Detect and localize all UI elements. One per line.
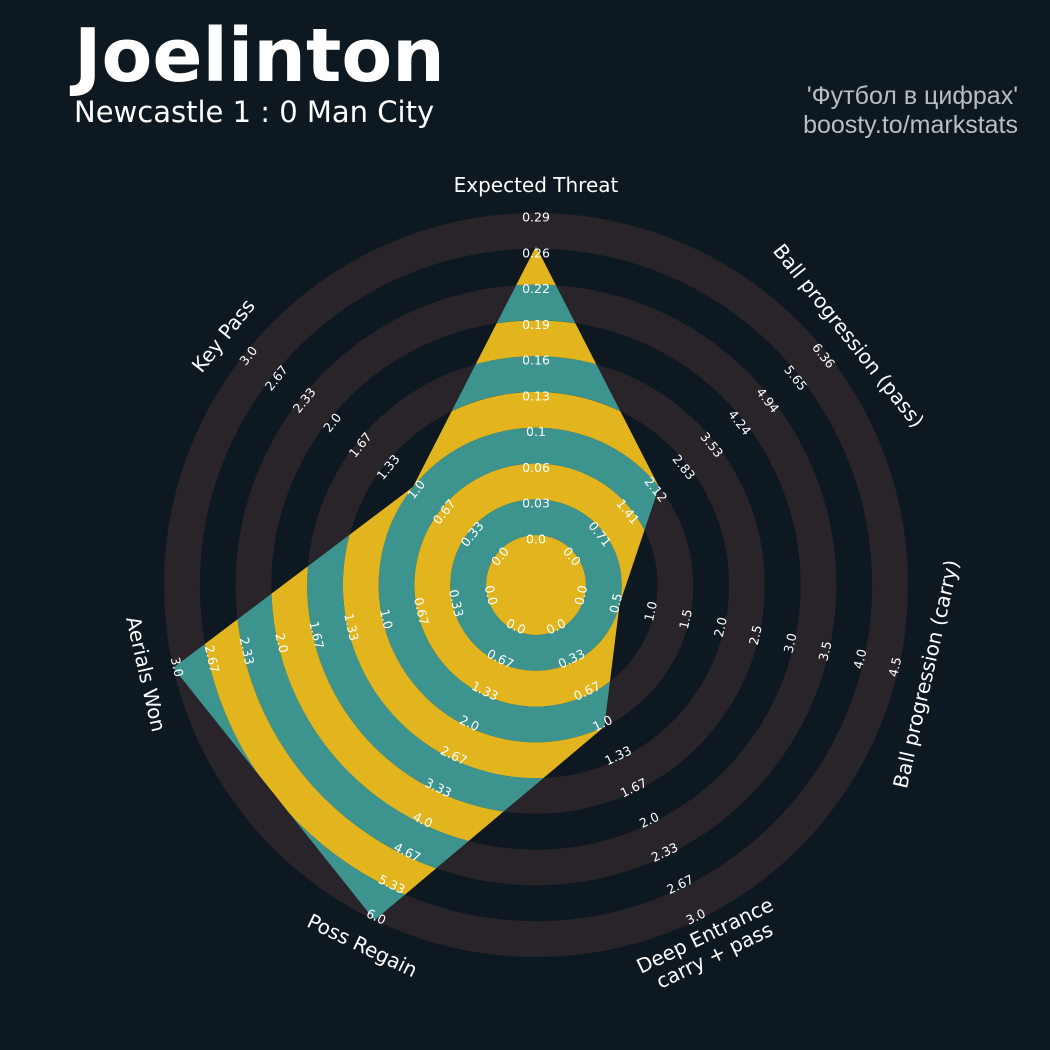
tick-label: 2.0 — [272, 632, 291, 655]
tick-label: 0.0 — [482, 584, 501, 607]
tick-label: 1.0 — [377, 608, 396, 631]
polygon-ring — [414, 463, 658, 707]
axis-label-group: Expected Threat — [454, 173, 619, 197]
tick-label: 2.33 — [237, 636, 258, 666]
tick-label: 0.13 — [522, 388, 550, 403]
tick-label: 3.0 — [168, 656, 187, 679]
player-polygon — [173, 246, 660, 921]
credit-line-2: boosty.to/markstats — [803, 111, 1018, 139]
credit-line-1: 'Футбол в цифрах' — [807, 82, 1018, 110]
axis-label: Expected Threat — [454, 173, 619, 197]
tick-label: 1.5 — [676, 608, 695, 631]
tick-label: 2.0 — [711, 616, 730, 639]
tick-label: 0.19 — [522, 317, 550, 332]
tick-label: 0.29 — [522, 210, 550, 225]
tick-label: 1.33 — [341, 612, 362, 642]
tick-labels: 0.0 0.03 0.06 0.1 0.13 0.16 0.19 0.22 0.26 0.29 0.… — [168, 210, 905, 928]
tick-label: 2.67 — [202, 644, 223, 674]
tick-label: 0.06 — [522, 460, 550, 475]
tick-label: 2.5 — [746, 624, 765, 647]
polygon-ring — [486, 535, 586, 635]
tick-label: 0.5 — [606, 592, 625, 615]
polygon-ring — [450, 499, 622, 671]
tick-label: 0.33 — [446, 588, 467, 618]
tick-label: 3.0 — [781, 632, 800, 655]
match-subtitle: Newcastle 1 : 0 Man City — [74, 95, 434, 129]
tick-label: 0.22 — [522, 281, 550, 296]
tick-label: 0.03 — [522, 496, 550, 511]
tick-label: 3.5 — [815, 640, 834, 663]
tick-label: 0.26 — [522, 245, 550, 260]
tick-label: 4.0 — [850, 647, 869, 670]
tick-label: 0.16 — [522, 353, 550, 368]
player-name-title: Joelinton — [69, 13, 445, 99]
tick-label: 0.67 — [411, 596, 432, 626]
tick-label: 0.0 — [526, 532, 546, 547]
axis-label-group: Aerials Won — [121, 614, 171, 734]
tick-label: 0.1 — [526, 424, 546, 439]
tick-label: 0.0 — [571, 584, 590, 607]
axis-label: Aerials Won — [121, 614, 171, 734]
tick-label: 1.67 — [306, 620, 327, 650]
tick-label: 1.0 — [641, 600, 660, 623]
tick-label: 4.5 — [885, 656, 904, 679]
